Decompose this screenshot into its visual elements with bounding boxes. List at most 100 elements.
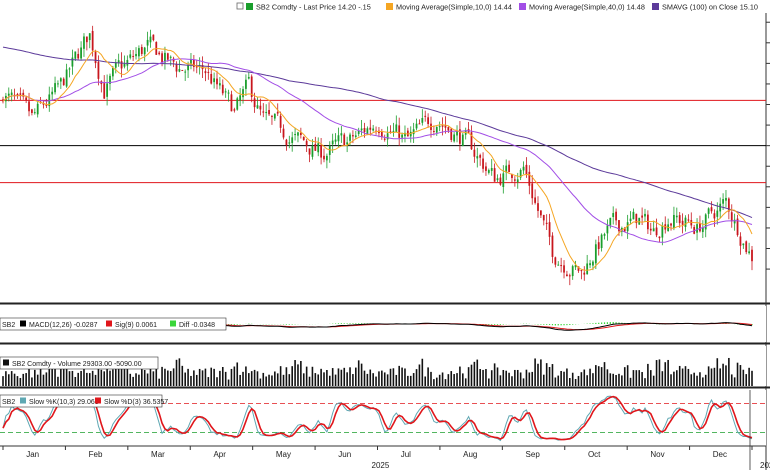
volume-bar [485, 369, 487, 386]
volume-bar [673, 371, 675, 386]
price-candle [65, 69, 68, 87]
legend-swatch-diff [170, 320, 176, 327]
price-candle [730, 212, 733, 222]
x-axis-month-label: Aug [463, 450, 477, 459]
volume-bar [433, 379, 435, 386]
volume-bar [600, 367, 603, 386]
price-candle [745, 241, 748, 253]
volume-bar [62, 366, 65, 386]
volume-bar [554, 377, 557, 386]
price-candle [187, 65, 189, 71]
volume-bar [253, 369, 256, 386]
volume-bar [360, 363, 363, 386]
price-candle [644, 213, 646, 217]
volume-bar [615, 375, 617, 386]
price-candle [435, 126, 438, 133]
volume-bar [45, 372, 48, 386]
ma10-line [2, 48, 753, 271]
price-candle [236, 98, 239, 110]
volume-bar [525, 369, 528, 386]
price-candle [224, 91, 227, 93]
volume-bar [94, 374, 97, 386]
price-candle [204, 71, 207, 74]
price-candle [33, 112, 36, 114]
volume-bar [621, 375, 623, 386]
volume-bar [511, 376, 513, 386]
price-candle [615, 211, 617, 221]
price-candle [317, 143, 320, 153]
volume-bar [60, 368, 62, 386]
price-candle [710, 207, 713, 212]
price-candle [459, 129, 461, 144]
price-candle [253, 98, 256, 108]
price-candle [592, 261, 594, 266]
volume-bar [158, 378, 160, 386]
volume-bar [224, 371, 227, 386]
price-candle [184, 71, 187, 73]
volume-bar [580, 372, 583, 386]
volume-bar [227, 379, 230, 386]
price-candle [560, 265, 563, 267]
volume-bar [300, 360, 302, 386]
ma40-line [2, 58, 753, 243]
volume-bar [435, 377, 438, 386]
price-candle [213, 78, 216, 83]
sma100-line [2, 46, 753, 219]
price-candle [207, 71, 210, 73]
price-candle [670, 223, 672, 226]
x-axis-month-label: Jul [401, 450, 411, 459]
x-axis-month-label: Apr [213, 450, 226, 459]
price-candle [57, 83, 59, 85]
volume-bar [126, 367, 129, 386]
price-candle [7, 93, 10, 96]
volume-bar [730, 374, 733, 386]
price-candle [22, 92, 25, 97]
price-candle [487, 170, 490, 173]
volume-bar [748, 367, 750, 386]
price-candle [589, 263, 591, 266]
legend-d: Slow %D(3) 36.5357 [104, 399, 168, 406]
volume-bar [109, 370, 111, 386]
volume-bar [25, 373, 27, 386]
price-candle [476, 156, 479, 159]
volume-bar [31, 377, 33, 386]
volume-bar [383, 372, 386, 386]
price-candle [626, 222, 629, 232]
volume-bar [349, 367, 351, 386]
volume-bar [164, 368, 166, 386]
price-candle [661, 225, 664, 238]
x-axis-month-label: Feb [89, 450, 103, 459]
volume-bar [34, 369, 36, 386]
volume-bar [467, 367, 470, 386]
volume-bar [603, 362, 606, 386]
price-candle [314, 144, 317, 151]
volume-bar [250, 371, 253, 386]
price-candle [16, 93, 19, 95]
price-candle [539, 210, 542, 216]
volume-bar [479, 369, 481, 386]
volume-bar [707, 366, 710, 386]
volume-bar [652, 375, 655, 386]
volume-bar [28, 367, 30, 386]
price-candle [485, 166, 487, 171]
volume-bar [398, 365, 400, 386]
checkbox-icon[interactable] [236, 2, 244, 10]
volume-bar [352, 374, 354, 386]
volume-bar [389, 368, 392, 386]
stoch-d-line [2, 395, 753, 441]
volume-bar [441, 372, 444, 386]
price-candle [716, 210, 719, 217]
volume-bar [331, 368, 334, 386]
price-candle [195, 65, 198, 68]
price-candle [239, 95, 242, 101]
volume-bar [704, 374, 707, 386]
price-candle [690, 220, 693, 226]
price-candle [106, 83, 109, 97]
price-candle [273, 113, 276, 119]
volume-bar [476, 359, 479, 386]
price-candle [325, 155, 328, 161]
price-candle [320, 144, 323, 158]
volume-bar [716, 358, 719, 386]
volume-bar [13, 373, 16, 386]
volume-bar [100, 369, 103, 386]
